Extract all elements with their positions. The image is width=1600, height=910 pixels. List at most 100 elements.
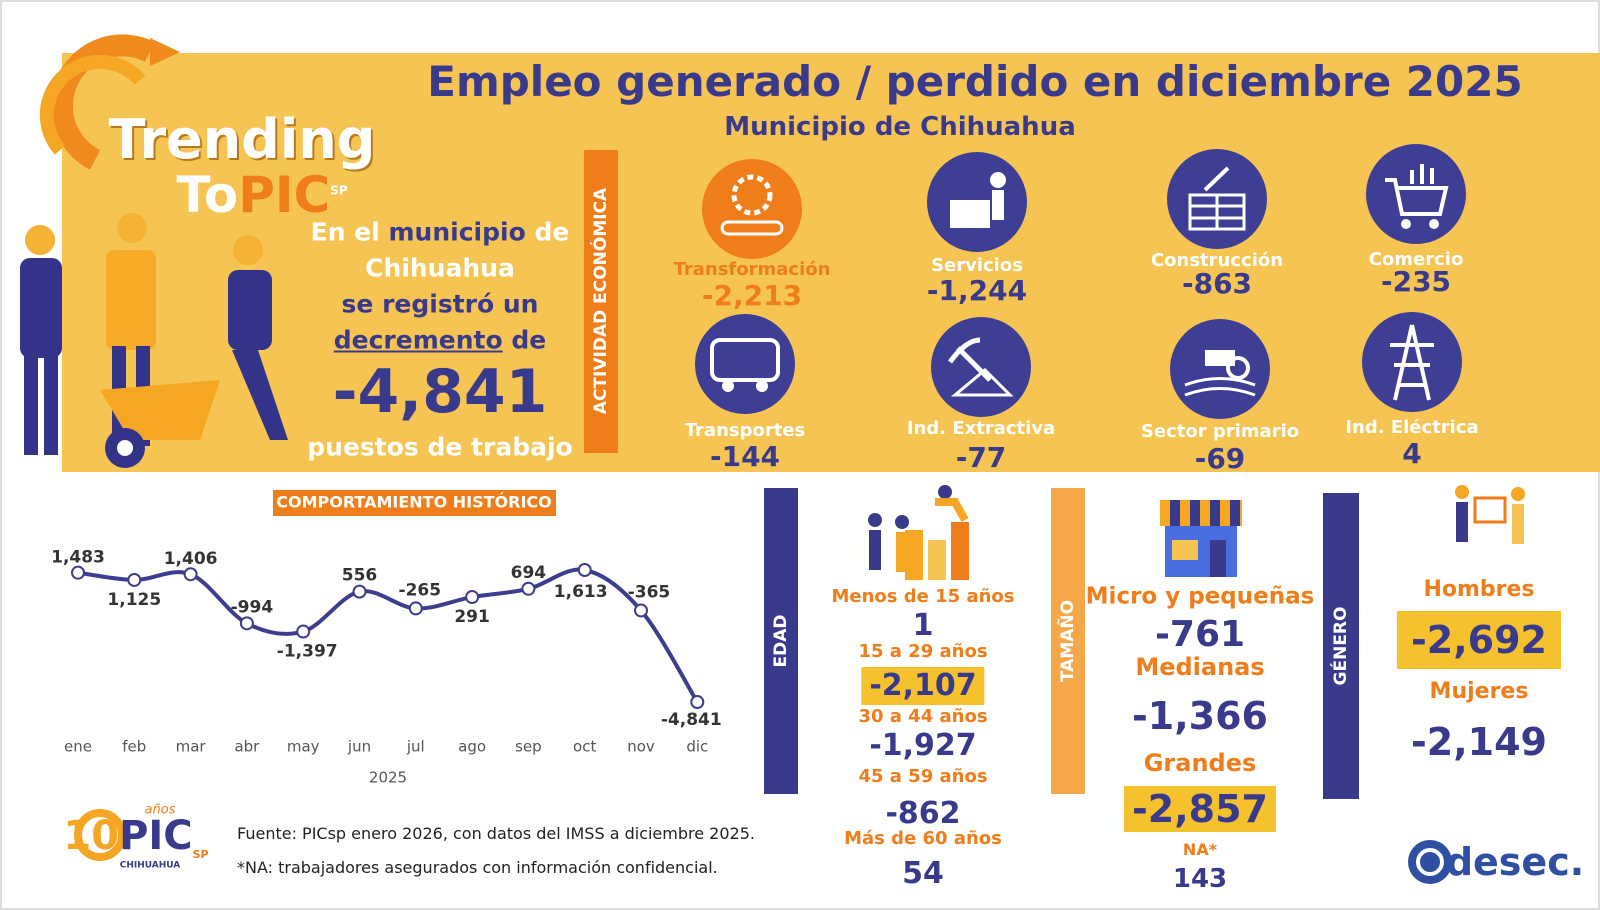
point	[408, 601, 423, 616]
age-value: -862	[885, 796, 961, 831]
summary-text: se registró un	[341, 289, 539, 319]
source: Fuente: PICsp enero 2026, con datos del …	[237, 824, 755, 843]
x-tick-label: jul	[406, 738, 425, 756]
sector-name: Ind. Eléctrica	[1345, 417, 1479, 438]
yellow-band	[62, 53, 1600, 472]
logo-arrow	[150, 38, 180, 66]
size-value: -2,857	[1124, 786, 1276, 832]
summary-text: de	[511, 325, 547, 355]
footer-logo-ten: 10	[63, 813, 120, 859]
x-tick-label: jun	[347, 738, 371, 756]
age-name: 15 a 29 años	[858, 641, 988, 662]
age-name: Menos de 15 años	[831, 586, 1015, 607]
point	[521, 581, 536, 596]
size-name: NA*	[1182, 840, 1218, 859]
logo-swirl	[39, 54, 146, 155]
summary-text: municipio	[388, 217, 526, 247]
footer-logo-pic: PIC	[119, 813, 193, 859]
brand: desec.	[1445, 840, 1585, 884]
sector-value: 4	[1402, 437, 1422, 470]
point	[71, 565, 85, 580]
x-tick-label: dic	[686, 738, 708, 756]
gender-label: GÉNERO	[1331, 606, 1351, 686]
data-label: 1,125	[107, 590, 161, 610]
sector-value: -863	[1181, 267, 1253, 300]
size-label: TAMAÑO	[1058, 599, 1078, 683]
summary-text: Chihuahua	[365, 253, 515, 283]
size-name: Grandes	[1143, 749, 1257, 777]
sector-value: -1,244	[926, 274, 1028, 307]
sector-value: -235	[1380, 265, 1452, 298]
data-label: -994	[231, 597, 274, 617]
x-tick-label: ene	[64, 738, 92, 756]
x-tick-label: oct	[573, 738, 596, 756]
workers-illustration	[20, 213, 288, 468]
x-tick-label: feb	[122, 738, 146, 756]
subtitle: Municipio de Chihuahua	[724, 112, 1076, 142]
sector-name: Transportes	[684, 420, 806, 441]
age-value: -1,927	[869, 728, 977, 763]
data-label: -1,397	[277, 642, 338, 662]
point	[634, 603, 648, 618]
sector-name: Ind. Extractiva	[906, 418, 1056, 439]
logo-trending: Trending	[108, 108, 376, 171]
age-label: EDAD	[771, 614, 791, 668]
footer-logo-sp: SP	[192, 848, 209, 861]
desec-icon	[1408, 840, 1452, 884]
size-bar	[1051, 488, 1085, 794]
x-tick-label: ago	[458, 738, 486, 756]
store-illustration	[1160, 500, 1242, 577]
x-tick-label: mar	[176, 738, 207, 756]
point	[183, 567, 198, 582]
footer-logo-city: CHIHUAHUA	[119, 860, 181, 871]
chart-title: COMPORTAMIENTO HISTÓRICO	[276, 493, 552, 512]
sector-value: -144	[709, 440, 781, 473]
point	[465, 590, 480, 605]
gender-name: Hombres	[1423, 577, 1535, 602]
summary-line: decremento de	[334, 328, 546, 353]
x-tick-label: may	[287, 738, 320, 756]
data-label: 694	[511, 563, 547, 583]
x-tick-label: abr	[234, 738, 260, 756]
x-axis-label: 2025	[369, 769, 407, 787]
data-label: -365	[628, 582, 671, 602]
activity-bar	[584, 150, 618, 453]
x-tick-label: sep	[515, 738, 542, 756]
summary-text: decremento	[333, 325, 503, 355]
desec-icon	[1416, 848, 1444, 876]
sector-name: Construcción	[1150, 250, 1284, 271]
point	[127, 572, 142, 587]
sector-name: Sector primario	[1140, 421, 1300, 442]
logo-sp: SP	[330, 183, 348, 198]
gender-bar	[1323, 493, 1359, 799]
summary-value: -4,841	[332, 357, 548, 427]
sector-value: -2,213	[701, 279, 803, 312]
age-value: 1	[912, 608, 934, 643]
size-name: Medianas	[1135, 653, 1265, 681]
age-value: -2,107	[861, 667, 985, 705]
sector-name: Transformación	[673, 259, 831, 280]
gender-value: -2,149	[1411, 720, 1547, 764]
data-label: -265	[399, 580, 442, 600]
summary-unit: puestos de trabajo	[307, 432, 573, 462]
size-name: Micro y pequeñas	[1085, 583, 1315, 610]
logo-topic: ToPICSP	[176, 170, 347, 220]
point	[296, 624, 311, 639]
note: *NA: trabajadores asegurados con informa…	[237, 858, 718, 877]
logo-pic: PIC	[238, 166, 331, 224]
data-label: 291	[454, 607, 490, 627]
gender-value: -2,692	[1397, 611, 1561, 669]
summary-text: En el	[310, 217, 380, 247]
data-label: 556	[342, 566, 378, 586]
footer-logo: 10PICSP	[63, 816, 208, 860]
size-value: 143	[1172, 864, 1228, 894]
data-label: -4,841	[661, 710, 722, 730]
summary-text: de	[534, 217, 570, 247]
logo-to: To	[176, 166, 239, 224]
gender-illustration	[1455, 485, 1525, 544]
size-value: -761	[1154, 614, 1246, 655]
age-name: 30 a 44 años	[858, 706, 988, 727]
sector-name: Comercio	[1368, 249, 1464, 270]
footer-logo-ring	[74, 809, 126, 861]
